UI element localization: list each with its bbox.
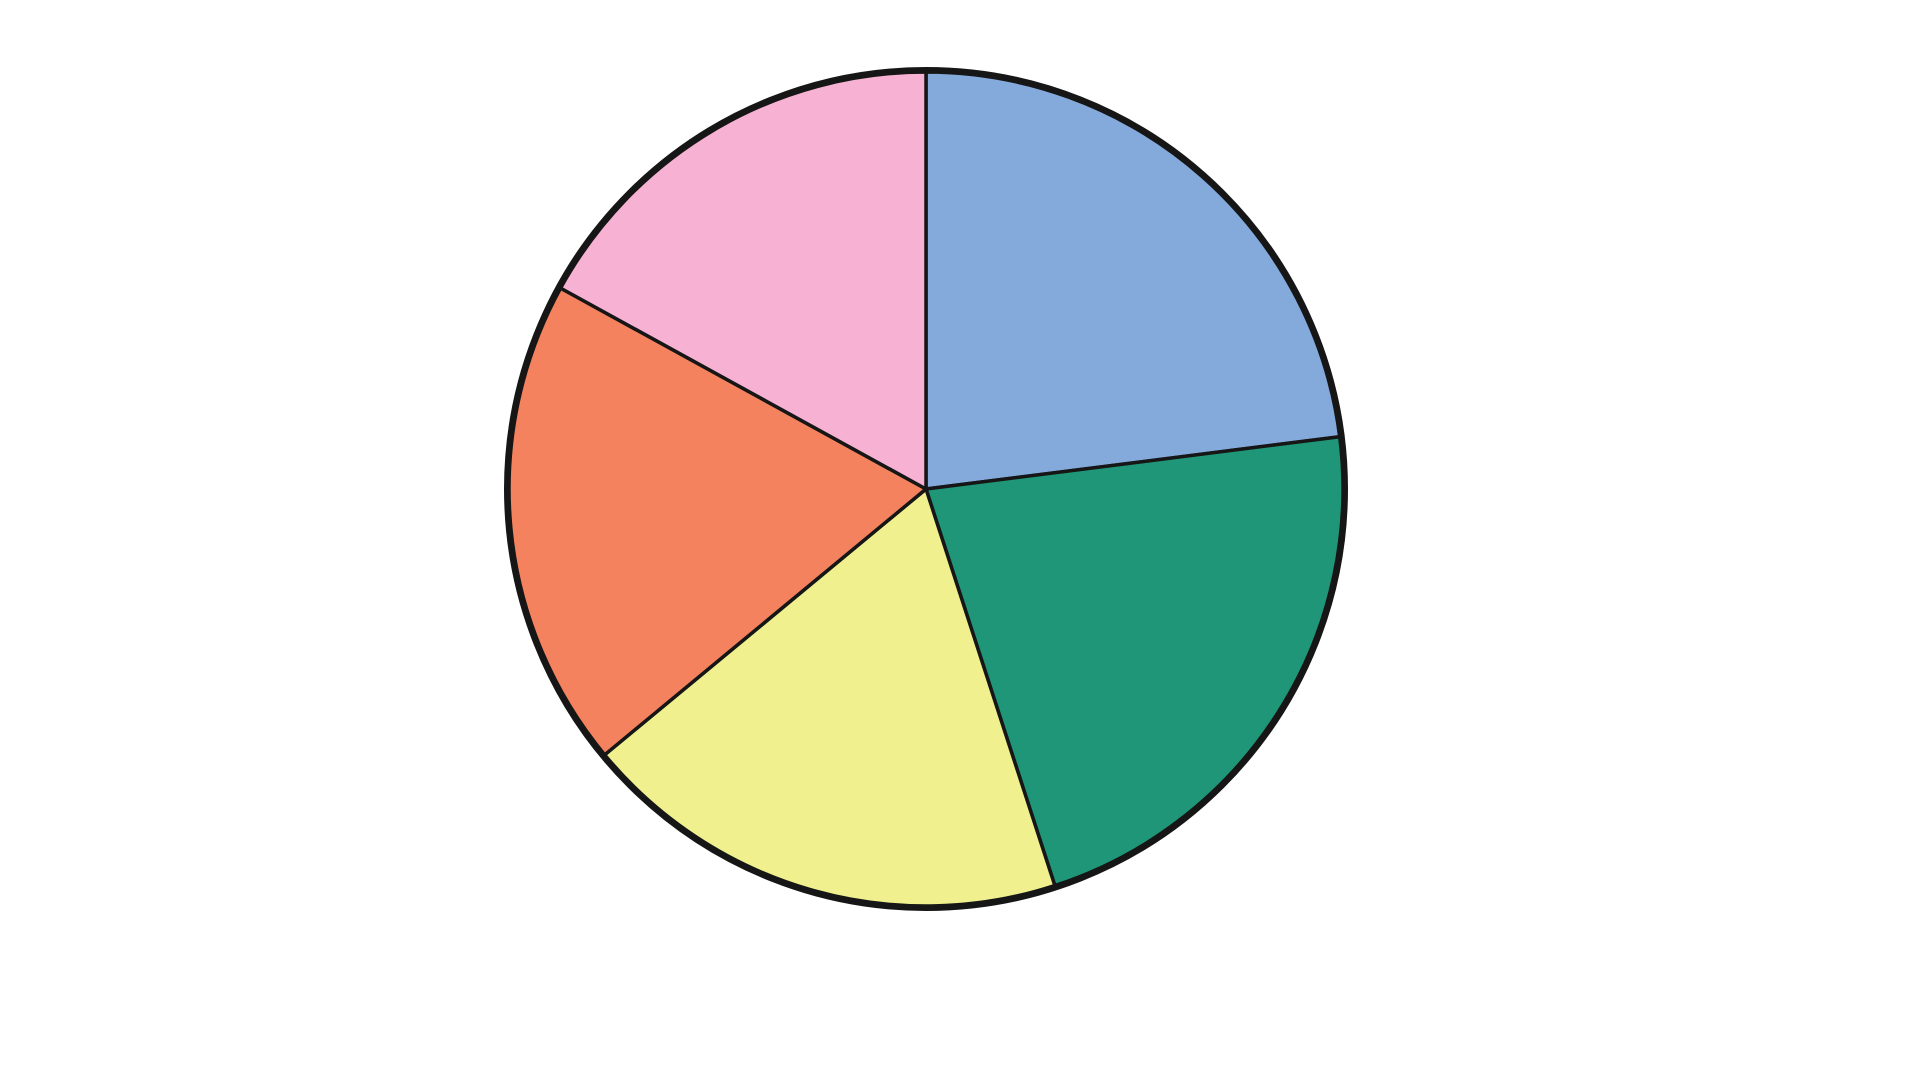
pie [507,70,1345,908]
pie-outline [504,67,1348,911]
pie-slice [924,70,1342,491]
